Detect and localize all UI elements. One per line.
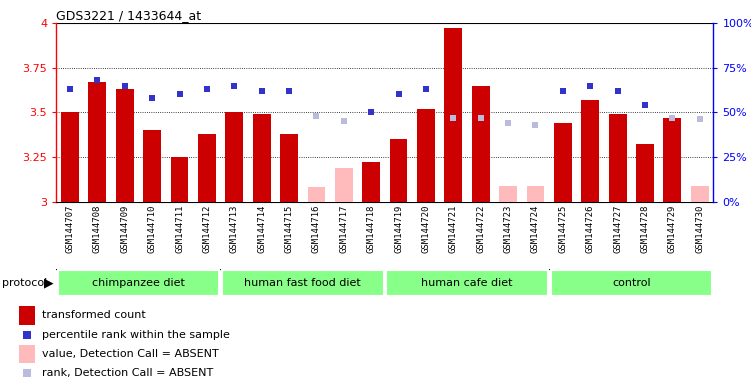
Bar xyxy=(143,130,161,202)
Text: GDS3221 / 1433644_at: GDS3221 / 1433644_at xyxy=(56,9,201,22)
Text: human fast food diet: human fast food diet xyxy=(244,278,361,288)
Text: value, Detection Call = ABSENT: value, Detection Call = ABSENT xyxy=(42,349,219,359)
Text: GSM144718: GSM144718 xyxy=(366,205,376,253)
Text: GSM144722: GSM144722 xyxy=(476,205,485,253)
Bar xyxy=(526,185,544,202)
Bar xyxy=(362,162,380,202)
Bar xyxy=(19,345,35,363)
Bar xyxy=(445,28,462,202)
Text: GSM144715: GSM144715 xyxy=(285,205,294,253)
Bar xyxy=(116,89,134,202)
Text: GSM144729: GSM144729 xyxy=(668,205,677,253)
Bar xyxy=(61,113,79,202)
Text: ▶: ▶ xyxy=(44,277,53,290)
Bar xyxy=(19,306,35,324)
Bar xyxy=(308,187,325,202)
Text: GSM144721: GSM144721 xyxy=(449,205,458,253)
Bar xyxy=(198,134,216,202)
Text: rank, Detection Call = ABSENT: rank, Detection Call = ABSENT xyxy=(42,368,213,378)
Text: GSM144720: GSM144720 xyxy=(421,205,430,253)
Text: GSM144707: GSM144707 xyxy=(65,205,74,253)
Bar xyxy=(335,168,353,202)
Text: GSM144719: GSM144719 xyxy=(394,205,403,253)
Text: GSM144724: GSM144724 xyxy=(531,205,540,253)
Bar xyxy=(472,86,490,202)
Bar xyxy=(253,114,270,202)
Text: GSM144710: GSM144710 xyxy=(148,205,157,253)
Bar xyxy=(554,123,572,202)
FancyBboxPatch shape xyxy=(222,270,384,296)
Bar xyxy=(609,114,626,202)
Text: transformed count: transformed count xyxy=(42,311,146,321)
Text: GSM144730: GSM144730 xyxy=(695,205,704,253)
Bar xyxy=(390,139,408,202)
Text: GSM144708: GSM144708 xyxy=(93,205,102,253)
Text: control: control xyxy=(612,278,650,288)
Text: GSM144716: GSM144716 xyxy=(312,205,321,253)
FancyBboxPatch shape xyxy=(550,270,712,296)
Text: GSM144723: GSM144723 xyxy=(504,205,513,253)
Text: GSM144709: GSM144709 xyxy=(120,205,129,253)
Bar xyxy=(691,185,709,202)
Bar xyxy=(636,144,654,202)
Text: GSM144713: GSM144713 xyxy=(230,205,239,253)
Bar xyxy=(417,109,435,202)
Bar xyxy=(280,134,298,202)
Text: GSM144712: GSM144712 xyxy=(203,205,212,253)
Text: GSM144725: GSM144725 xyxy=(558,205,567,253)
Text: GSM144711: GSM144711 xyxy=(175,205,184,253)
Text: GSM144717: GSM144717 xyxy=(339,205,348,253)
Text: percentile rank within the sample: percentile rank within the sample xyxy=(42,330,230,340)
Text: GSM144727: GSM144727 xyxy=(613,205,622,253)
Text: human cafe diet: human cafe diet xyxy=(421,278,513,288)
FancyBboxPatch shape xyxy=(58,270,219,296)
Bar xyxy=(225,113,243,202)
Bar xyxy=(170,157,189,202)
FancyBboxPatch shape xyxy=(386,270,547,296)
Bar xyxy=(89,82,107,202)
Text: GSM144728: GSM144728 xyxy=(641,205,650,253)
Text: protocol: protocol xyxy=(2,278,47,288)
Bar xyxy=(663,118,681,202)
Text: GSM144714: GSM144714 xyxy=(257,205,266,253)
Bar xyxy=(499,185,517,202)
Text: chimpanzee diet: chimpanzee diet xyxy=(92,278,185,288)
Text: GSM144726: GSM144726 xyxy=(586,205,595,253)
Bar xyxy=(581,100,599,202)
